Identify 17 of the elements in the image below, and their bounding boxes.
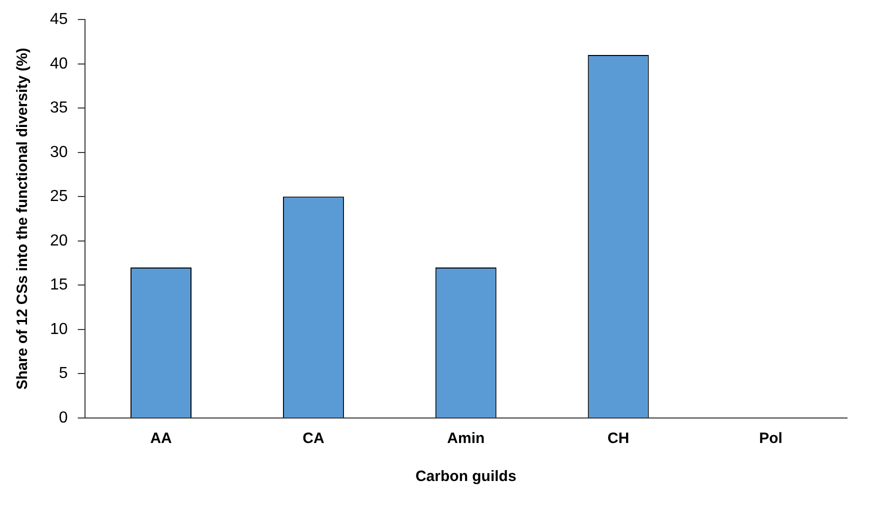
y-tick-label: 5 xyxy=(58,365,68,382)
y-tick-label: 25 xyxy=(50,188,68,206)
y-tick-label: 15 xyxy=(50,276,68,294)
y-axis-title: Share of 12 CSs into the functional diversity (%) xyxy=(14,48,32,390)
y-tick-label: 10 xyxy=(50,320,68,338)
y-tick-label: 40 xyxy=(50,55,68,72)
y-tick-label: 45 xyxy=(50,11,68,28)
y-tick-label: 30 xyxy=(50,144,68,161)
y-tick-label: 0 xyxy=(58,409,68,426)
x-tick-label: AA xyxy=(150,430,172,448)
x-tick-label: CH xyxy=(608,430,630,448)
x-tick-label: Amin xyxy=(447,430,485,448)
x-tick-label: CA xyxy=(302,430,324,448)
y-tick-label: 20 xyxy=(50,232,68,250)
x-axis-title: Carbon guilds xyxy=(415,468,516,486)
x-tick-label: Pol xyxy=(759,430,782,448)
y-tick-label: 35 xyxy=(50,100,68,117)
